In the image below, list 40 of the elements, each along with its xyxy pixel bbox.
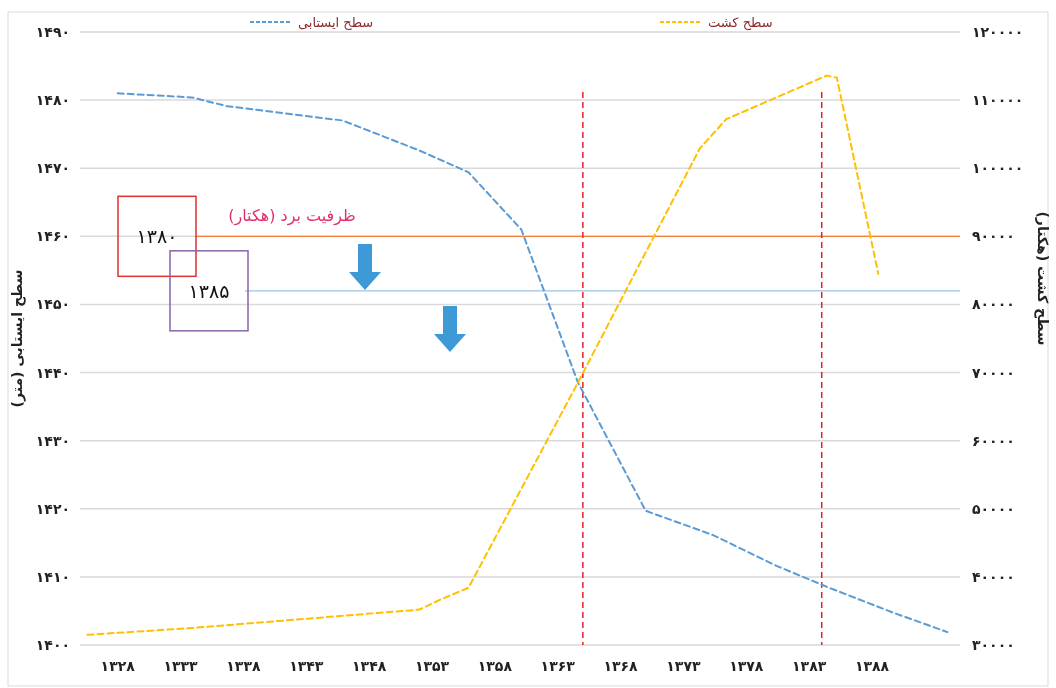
x-tick-label: ۱۳۳۳	[163, 658, 199, 674]
legend-label: سطح ایستابی	[298, 15, 374, 31]
x-tick-label: ۱۳۸۸	[854, 658, 890, 674]
y2-tick-label: ۷۰۰۰۰	[972, 364, 1015, 381]
y2-tick-label: ۹۰۰۰۰	[972, 228, 1015, 245]
y2-tick-label: ۵۰۰۰۰	[972, 500, 1015, 517]
y-tick-label: ۱۴۹۰	[35, 24, 70, 40]
y-tick-label: ۱۴۸۰	[35, 92, 70, 109]
x-tick-label: ۱۳۵۳	[414, 658, 450, 674]
y-tick-label: ۱۴۰۰	[35, 637, 70, 653]
y2-tick-label: ۱۱۰۰۰۰	[972, 92, 1024, 109]
x-tick-label: ۱۳۶۳	[540, 658, 576, 674]
x-tick-label: ۱۳۳۸	[226, 658, 261, 674]
x-tick-label: ۱۳۷۸	[729, 658, 764, 674]
ref-line-label: ۱۳۸۵	[188, 279, 230, 302]
y-tick-label: ۱۴۵۰	[35, 296, 70, 313]
x-tick-label: ۱۳۴۸	[352, 658, 387, 674]
y2-tick-label: ۶۰۰۰۰	[972, 432, 1015, 449]
x-tick-label: ۱۳۸۳	[792, 658, 827, 674]
y2-tick-label: ۱۲۰۰۰۰	[972, 24, 1024, 40]
x-tick-label: ۱۳۲۸	[100, 658, 136, 674]
y-tick-label: ۱۴۶۰	[35, 228, 70, 245]
x-tick-label: ۱۳۴۳	[289, 658, 324, 674]
annotation: ظرفیت برد (هکتار)	[228, 206, 356, 226]
y-tick-label: ۱۴۴۰	[35, 364, 70, 381]
y2-axis-title: سطح کشت (هکتار)	[1034, 211, 1051, 346]
y2-tick-label: ۸۰۰۰۰	[972, 296, 1015, 313]
y2-tick-label: ۳۰۰۰۰	[972, 637, 1015, 653]
x-tick-label: ۱۳۵۸	[477, 658, 513, 674]
y2-tick-label: ۱۰۰۰۰۰	[972, 160, 1024, 177]
y-tick-label: ۱۴۳۰	[35, 432, 70, 449]
y-tick-label: ۱۴۱۰	[35, 568, 70, 585]
y2-tick-label: ۴۰۰۰۰	[972, 568, 1015, 585]
x-tick-label: ۱۳۷۳	[666, 658, 701, 674]
x-tick-label: ۱۳۶۸	[603, 658, 639, 674]
y-tick-label: ۱۴۷۰	[35, 160, 70, 177]
y-tick-label: ۱۴۲۰	[35, 500, 70, 517]
legend-label: سطح کشت	[708, 15, 773, 31]
ref-line-label: ۱۳۸۰	[136, 225, 178, 248]
y-axis-title: سطح ایستابی (متر)	[9, 269, 26, 408]
